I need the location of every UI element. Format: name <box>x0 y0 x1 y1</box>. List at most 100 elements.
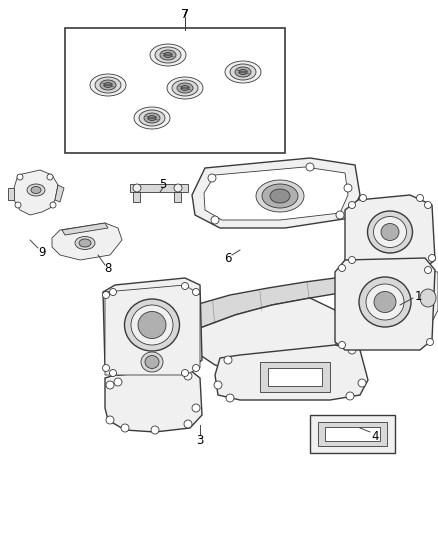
Polygon shape <box>215 345 368 400</box>
Ellipse shape <box>148 116 156 120</box>
Ellipse shape <box>104 83 112 87</box>
Ellipse shape <box>230 64 256 80</box>
Circle shape <box>192 288 199 295</box>
Ellipse shape <box>27 184 45 196</box>
Ellipse shape <box>374 216 406 247</box>
Ellipse shape <box>366 284 404 320</box>
Text: 7: 7 <box>181 9 189 21</box>
Ellipse shape <box>131 305 173 345</box>
Ellipse shape <box>139 110 165 126</box>
Polygon shape <box>345 195 435 268</box>
Circle shape <box>349 201 356 208</box>
Bar <box>65 28 285 153</box>
Ellipse shape <box>31 187 41 193</box>
Ellipse shape <box>167 77 203 99</box>
Circle shape <box>133 184 141 192</box>
Text: 8: 8 <box>104 262 112 274</box>
Ellipse shape <box>90 74 126 96</box>
Circle shape <box>428 254 435 262</box>
Bar <box>310 415 395 453</box>
Polygon shape <box>335 258 435 350</box>
Circle shape <box>15 202 21 208</box>
Circle shape <box>360 195 367 201</box>
Text: 1: 1 <box>414 289 422 303</box>
Polygon shape <box>200 298 340 375</box>
Text: 5: 5 <box>159 179 167 191</box>
Circle shape <box>417 195 424 201</box>
Circle shape <box>211 216 219 224</box>
Polygon shape <box>14 170 58 215</box>
Circle shape <box>226 394 234 402</box>
Circle shape <box>110 369 117 376</box>
Circle shape <box>224 356 232 364</box>
Bar <box>174 192 181 202</box>
Ellipse shape <box>75 237 95 249</box>
Circle shape <box>348 346 356 354</box>
Circle shape <box>358 379 366 387</box>
Polygon shape <box>62 223 108 235</box>
Ellipse shape <box>124 299 180 351</box>
Circle shape <box>346 392 354 400</box>
Ellipse shape <box>160 50 176 60</box>
Polygon shape <box>8 188 14 200</box>
Text: 7: 7 <box>181 9 189 19</box>
Circle shape <box>184 372 192 380</box>
Polygon shape <box>105 285 200 375</box>
Circle shape <box>151 426 159 434</box>
Bar <box>318 422 387 446</box>
Circle shape <box>306 163 314 171</box>
Circle shape <box>174 184 182 192</box>
Ellipse shape <box>256 180 304 212</box>
Bar <box>133 192 140 202</box>
Ellipse shape <box>177 83 193 93</box>
Polygon shape <box>55 185 64 202</box>
Circle shape <box>192 404 200 412</box>
Polygon shape <box>52 223 122 260</box>
Circle shape <box>336 211 344 219</box>
Ellipse shape <box>144 113 160 123</box>
Ellipse shape <box>381 223 399 240</box>
Ellipse shape <box>79 239 91 247</box>
Ellipse shape <box>420 289 436 307</box>
Polygon shape <box>195 268 375 328</box>
Circle shape <box>208 174 216 182</box>
Circle shape <box>121 424 129 432</box>
Ellipse shape <box>367 211 413 253</box>
Ellipse shape <box>155 47 181 63</box>
Ellipse shape <box>181 85 189 91</box>
Ellipse shape <box>95 77 121 93</box>
Circle shape <box>214 381 222 389</box>
Ellipse shape <box>141 352 163 372</box>
Circle shape <box>181 369 188 376</box>
Circle shape <box>114 378 122 386</box>
Circle shape <box>181 282 188 289</box>
Ellipse shape <box>374 292 396 312</box>
Circle shape <box>424 266 431 273</box>
Ellipse shape <box>239 69 247 75</box>
Circle shape <box>102 292 110 298</box>
Polygon shape <box>105 370 202 432</box>
Text: 9: 9 <box>38 246 46 259</box>
Ellipse shape <box>270 189 290 203</box>
Text: 3: 3 <box>196 433 204 447</box>
Ellipse shape <box>262 184 298 208</box>
Polygon shape <box>103 278 202 375</box>
Circle shape <box>344 184 352 192</box>
Ellipse shape <box>138 311 166 338</box>
Circle shape <box>106 381 114 389</box>
Bar <box>130 184 188 192</box>
Circle shape <box>50 202 56 208</box>
Bar <box>325 427 380 441</box>
Circle shape <box>192 365 199 372</box>
Ellipse shape <box>134 107 170 129</box>
Ellipse shape <box>150 44 186 66</box>
Polygon shape <box>412 270 438 328</box>
Ellipse shape <box>225 61 261 83</box>
Ellipse shape <box>164 52 172 58</box>
Circle shape <box>47 174 53 180</box>
Ellipse shape <box>172 80 198 96</box>
Circle shape <box>106 416 114 424</box>
Circle shape <box>110 288 117 295</box>
Circle shape <box>349 256 356 263</box>
Circle shape <box>427 338 434 345</box>
